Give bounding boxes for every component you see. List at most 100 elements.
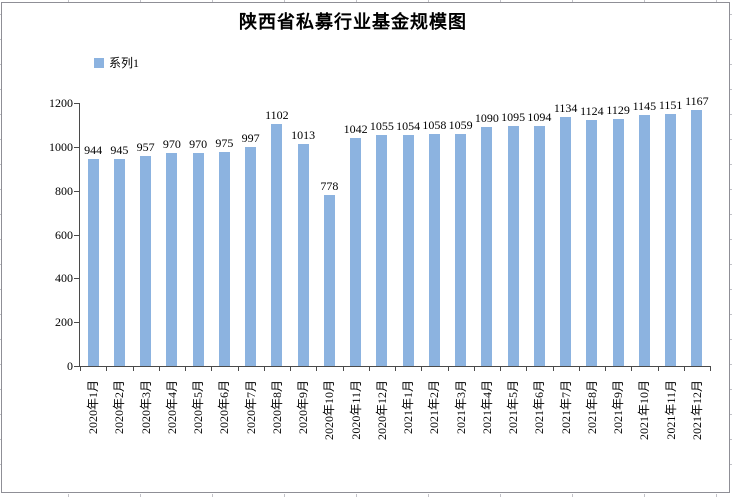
bar-2021年11月[interactable] — [665, 114, 677, 366]
bar-2021年9月[interactable] — [612, 119, 624, 366]
y-axis-tick-label: 0 — [67, 359, 73, 373]
x-axis-category-label-text: 2021年11月 — [663, 380, 678, 440]
x-axis-tick — [448, 366, 449, 371]
x-axis-tick — [421, 366, 422, 371]
bar-2021年1月[interactable] — [402, 135, 414, 366]
x-axis-tick — [106, 366, 107, 371]
data-label: 1054 — [396, 119, 421, 133]
data-label: 1095 — [501, 110, 526, 124]
y-axis-tick-label: 200 — [55, 315, 73, 329]
bar-2021年10月[interactable] — [638, 115, 650, 366]
y-axis-tick — [74, 191, 79, 192]
y-axis-tick-label: 400 — [55, 271, 73, 285]
x-axis-category-label-text: 2020年2月 — [112, 380, 127, 435]
data-label: 997 — [241, 131, 260, 145]
x-axis-category-label-text: 2021年8月 — [584, 380, 599, 435]
bar-2020年8月[interactable] — [271, 124, 283, 366]
y-axis-tick — [74, 278, 79, 279]
y-axis-tick — [74, 322, 79, 323]
data-label: 1090 — [474, 111, 499, 125]
x-axis-category-label-text: 2020年4月 — [164, 380, 179, 435]
bar-2020年3月[interactable] — [140, 156, 152, 366]
x-axis-tick — [133, 366, 134, 371]
x-axis-category-label-text: 2020年8月 — [269, 380, 284, 435]
x-axis-category-label-text: 2021年3月 — [453, 380, 468, 435]
x-axis-category-label-text: 2021年5月 — [506, 380, 521, 435]
x-axis-category-label-text: 2021年4月 — [479, 380, 494, 435]
data-label: 1129 — [606, 103, 630, 117]
data-label: 1058 — [422, 118, 447, 132]
y-axis-tick-label: 1200 — [49, 96, 73, 110]
bar-2020年7月[interactable] — [245, 147, 257, 366]
x-axis-tick — [290, 366, 291, 371]
bar-2021年6月[interactable] — [533, 126, 545, 366]
bar-2020年10月[interactable] — [323, 195, 335, 366]
x-axis-tick — [605, 366, 606, 371]
x-axis-tick — [526, 366, 527, 371]
x-axis-tick — [395, 366, 396, 371]
x-axis-tick — [211, 366, 212, 371]
x-axis-tick — [316, 366, 317, 371]
x-axis-tick — [369, 366, 370, 371]
bar-2020年6月[interactable] — [218, 152, 230, 366]
data-label: 1042 — [343, 122, 368, 136]
data-label: 945 — [110, 143, 129, 157]
data-label: 1124 — [580, 104, 604, 118]
y-axis-tick-label: 1000 — [49, 140, 73, 154]
x-axis-tick — [474, 366, 475, 371]
bar-2021年3月[interactable] — [455, 134, 467, 366]
bar-2020年11月[interactable] — [350, 138, 362, 366]
bar-2021年12月[interactable] — [691, 110, 703, 366]
x-axis-tick — [500, 366, 501, 371]
bar-2021年8月[interactable] — [586, 120, 598, 366]
x-axis-tick — [710, 366, 711, 371]
x-axis-category-label-text: 2021年10月 — [637, 380, 652, 441]
bar-2021年5月[interactable] — [507, 126, 519, 366]
x-axis-category-label-text: 2020年6月 — [217, 380, 232, 435]
data-label: 1094 — [527, 110, 552, 124]
x-axis-category-label-text: 2021年9月 — [611, 380, 626, 435]
legend-series-label: 系列1 — [109, 56, 140, 70]
bar-2021年4月[interactable] — [481, 127, 493, 366]
x-axis-category-label-text: 2021年1月 — [401, 380, 416, 435]
data-label: 1059 — [448, 118, 473, 132]
x-axis-tick — [264, 366, 265, 371]
x-axis-tick — [579, 366, 580, 371]
data-label: 1055 — [369, 119, 394, 133]
chart-title: 陕西省私募行业基金规模图 — [239, 12, 467, 32]
bar-2020年2月[interactable] — [113, 159, 125, 366]
x-axis-tick — [631, 366, 632, 371]
data-label: 970 — [162, 137, 181, 151]
bar-2020年4月[interactable] — [166, 153, 178, 366]
x-axis-tick — [80, 366, 81, 371]
data-label: 957 — [136, 140, 155, 154]
x-axis-tick — [553, 366, 554, 371]
bar-2020年12月[interactable] — [376, 135, 388, 366]
data-label: 944 — [84, 143, 103, 157]
x-axis-tick — [159, 366, 160, 371]
legend[interactable]: 系列1 — [94, 55, 139, 71]
x-axis-category-label-text: 2020年11月 — [348, 380, 363, 440]
x-axis-category-label-text: 2020年5月 — [191, 380, 206, 435]
data-label: 1151 — [658, 98, 683, 112]
bar-2021年7月[interactable] — [560, 117, 572, 366]
y-axis-line — [79, 103, 80, 366]
data-label: 975 — [215, 136, 234, 150]
y-axis-tick-label: 600 — [55, 228, 73, 242]
data-label: 1167 — [685, 94, 709, 108]
x-axis-category-label-text: 2021年7月 — [558, 380, 573, 435]
bar-2020年5月[interactable] — [192, 153, 204, 366]
bar-2020年1月[interactable] — [87, 159, 99, 366]
x-axis-category-label-text: 2020年3月 — [138, 380, 153, 435]
x-axis-tick — [684, 366, 685, 371]
bar-2021年2月[interactable] — [428, 134, 440, 366]
x-axis-category-label-text: 2020年9月 — [296, 380, 311, 435]
data-label: 970 — [189, 137, 208, 151]
x-axis-tick — [185, 366, 186, 371]
bar-2020年9月[interactable] — [297, 144, 309, 366]
x-axis-category-label-text: 2020年1月 — [86, 380, 101, 435]
y-axis-tick — [74, 147, 79, 148]
x-axis-category-label-text: 2021年2月 — [427, 380, 442, 435]
